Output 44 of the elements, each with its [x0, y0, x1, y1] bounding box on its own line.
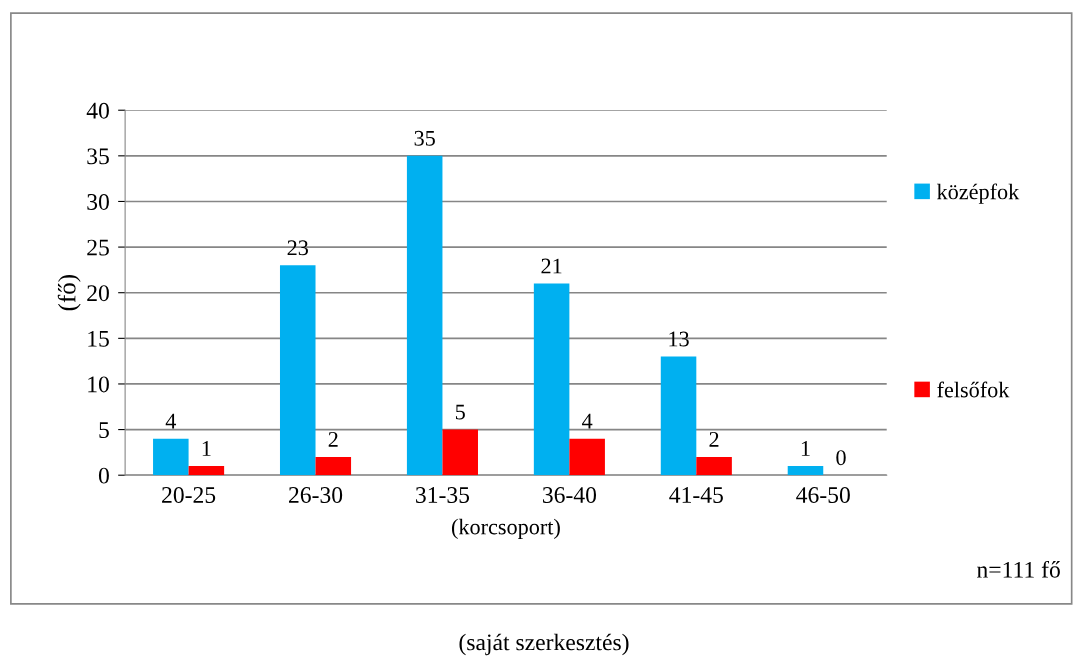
y-tick-label: 15: [88, 330, 109, 347]
x-tick-label: 41-45: [669, 487, 723, 503]
x-tick-label: 36-40: [542, 486, 597, 503]
x-axis-title: (korcsoport): [451, 518, 560, 539]
data-label: 21: [541, 258, 562, 274]
y-axis-title: (fő): [57, 275, 81, 311]
data-label: 0: [836, 450, 846, 466]
data-label: 5: [455, 404, 465, 420]
x-tick-label: 31-35: [416, 487, 470, 503]
bar: [188, 466, 225, 476]
y-tick-label: 30: [87, 193, 109, 210]
text: n=111 fő: [977, 560, 1060, 578]
x-tick-label: 26-30: [289, 486, 343, 503]
bar: [153, 438, 189, 476]
y-tick-label: 35: [87, 148, 109, 165]
bar: [442, 429, 478, 476]
x-tick-label: 46-50: [796, 486, 850, 503]
bar: [533, 283, 570, 476]
data-label: 1: [801, 441, 810, 456]
y-tick-label: 0: [98, 467, 109, 484]
data-label: 1: [202, 441, 211, 456]
bar: [315, 456, 352, 476]
data-label: 13: [669, 331, 689, 347]
data-label: 4: [582, 413, 593, 429]
bar: [660, 356, 697, 476]
y-tick-label: 5: [99, 422, 109, 438]
data-label: 2: [328, 431, 338, 447]
bar: [696, 456, 732, 476]
legend-label: felsőfok: [937, 381, 1010, 398]
bar: [406, 155, 443, 476]
data-label: 2: [709, 431, 719, 447]
y-tick-label: 20: [87, 285, 109, 302]
bar: [787, 466, 824, 476]
legend-label: középfok: [936, 183, 1020, 204]
x-tick-label: 20-25: [162, 486, 216, 503]
text: (saját szerkesztés): [459, 633, 629, 656]
data-label: 4: [165, 413, 177, 429]
y-tick-label: 25: [87, 239, 109, 256]
bar: [279, 265, 316, 476]
bar: [569, 438, 605, 476]
y-tick-label: 40: [86, 102, 109, 119]
data-label: 23: [287, 240, 308, 256]
data-label: 35: [414, 130, 435, 146]
y-tick-label: 10: [88, 376, 109, 393]
